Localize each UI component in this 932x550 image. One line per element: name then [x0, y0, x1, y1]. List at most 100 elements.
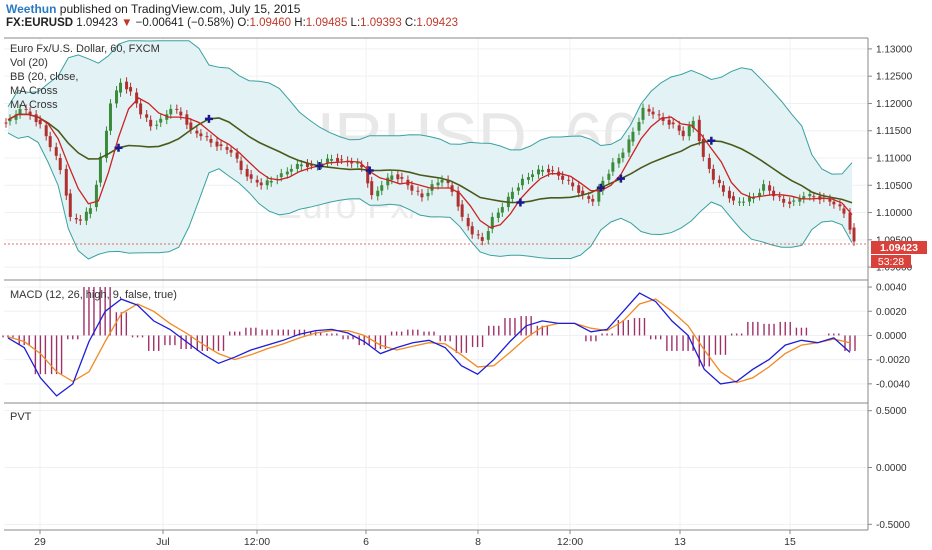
candle-body	[667, 119, 671, 125]
legend-vol[interactable]: Vol (20)	[10, 57, 48, 69]
candle-body	[249, 174, 253, 179]
candle-body	[470, 226, 474, 235]
candle-body	[541, 170, 545, 172]
candle-body	[199, 133, 203, 137]
y-tick-label: 0.0000	[876, 331, 907, 342]
candle-body	[727, 190, 731, 199]
price-change: −0.00641 (−0.58%)	[135, 17, 235, 29]
candle-body	[798, 198, 802, 202]
candle-body	[436, 182, 440, 186]
macd-pane[interactable]	[2, 287, 856, 397]
candle-body	[285, 171, 289, 175]
ma-cross-marker	[616, 174, 625, 183]
quote-header: FX:EURUSD 1.09423 ▼ −0.00641 (−0.58%) O:…	[6, 17, 458, 29]
y-tick-label: 1.10500	[876, 181, 913, 192]
candle-body	[74, 218, 78, 220]
candle-body	[340, 159, 344, 161]
candle-body	[741, 201, 745, 203]
axes: 29 Jul 12:00 6 8 12:00 13 15 1.13000 1.12500 1.120…	[4, 37, 913, 548]
candle-body	[597, 188, 601, 202]
candle-body	[440, 179, 444, 183]
pvt-legend[interactable]: PVT	[10, 411, 32, 423]
candle-body	[135, 92, 139, 104]
low-label: L:	[350, 17, 361, 29]
candle-body	[139, 103, 143, 115]
candle-body	[215, 141, 219, 147]
candle-body	[782, 198, 786, 203]
candle-body	[758, 192, 762, 197]
price-pane[interactable]	[4, 40, 868, 260]
symbol: FX:EURUSD	[6, 17, 74, 29]
y-tick-label: 1.09000	[876, 263, 913, 274]
candle-body	[68, 193, 72, 217]
candle-body	[748, 196, 752, 202]
candle-body	[697, 119, 701, 142]
candle-body	[520, 178, 524, 186]
close-value: 1.09423	[416, 17, 458, 29]
x-tick-label: 29	[34, 536, 46, 548]
legend-bb[interactable]: BB (20, close,	[10, 71, 78, 83]
candle-body	[54, 147, 58, 156]
candle-body	[326, 158, 330, 164]
candle-body	[691, 120, 695, 128]
candle-body	[305, 163, 309, 167]
legend-ma-cross-1[interactable]: MA Cross	[10, 85, 58, 97]
candle-body	[416, 190, 420, 192]
candle-body	[336, 158, 340, 162]
y-tick-label: -0.5000	[876, 520, 910, 531]
candle-body	[420, 193, 424, 198]
high-label: H:	[294, 17, 306, 29]
candle-body	[737, 201, 741, 203]
x-tick-label: 12:00	[557, 536, 583, 548]
candle-body	[721, 185, 725, 192]
author-link[interactable]: Weethun	[6, 2, 57, 16]
y-tick-label: 0.0000	[876, 463, 907, 474]
candle-body	[245, 168, 249, 177]
ma-cross-marker	[596, 183, 605, 192]
candle-body	[456, 190, 460, 207]
candle-body	[179, 111, 183, 116]
candle-body	[104, 130, 108, 158]
countdown-badge	[871, 255, 911, 268]
ma-cross-marker	[365, 166, 374, 175]
candle-body	[537, 169, 541, 175]
candle-body	[530, 174, 534, 178]
ma-cross-marker	[114, 143, 123, 152]
candle-body	[165, 114, 169, 120]
candle-body	[396, 174, 400, 180]
x-tick-label: 13	[674, 536, 686, 548]
candle-body	[380, 185, 384, 191]
candle-body	[812, 196, 816, 198]
candle-body	[752, 197, 756, 199]
candle-body	[24, 108, 28, 110]
price-badge	[871, 241, 927, 254]
high-value: 1.09485	[305, 17, 348, 29]
legend-ma-cross-2[interactable]: MA Cross	[10, 99, 58, 111]
candle-body	[265, 180, 269, 186]
candle-body	[788, 201, 792, 204]
candle-body	[510, 191, 514, 199]
candle-body	[209, 138, 213, 143]
candle-body	[426, 192, 430, 197]
candle-body	[768, 185, 772, 191]
candle-body	[526, 177, 530, 180]
candle-body	[255, 179, 259, 183]
candle-body	[410, 185, 414, 191]
candle-body	[778, 196, 782, 198]
candle-body	[711, 168, 715, 180]
candle-body	[852, 227, 856, 242]
candle-body	[701, 138, 705, 157]
candle-body	[657, 114, 661, 116]
candle-body	[229, 149, 233, 153]
legend-title[interactable]: Euro Fx/U.S. Dollar, 60, FXCM	[10, 43, 160, 55]
open-label: O:	[237, 17, 250, 29]
open-value: 1.09460	[249, 17, 292, 29]
candle-body	[838, 204, 842, 207]
ma-cross-marker	[315, 161, 324, 170]
macd-legend[interactable]: MACD (12, 26, high, 9, false, true)	[10, 289, 177, 301]
candle-body	[108, 103, 112, 131]
candle-body	[319, 163, 323, 165]
candle-body	[28, 111, 32, 116]
candle-body	[84, 211, 88, 221]
